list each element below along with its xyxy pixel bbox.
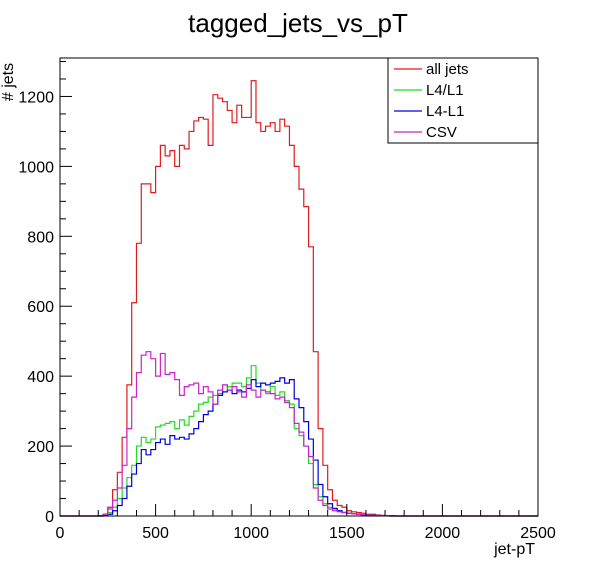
y-tick-label: 600 xyxy=(27,299,54,316)
y-tick-label: 1000 xyxy=(18,159,54,176)
axes: 0 500 1000 1500 2000 2500 0 200 400 600 800 1000 120… xyxy=(18,57,556,542)
x-axis-label: jet-pT xyxy=(493,541,535,558)
x-tick-label: 1500 xyxy=(329,525,365,542)
y-tick-label: 400 xyxy=(27,369,54,386)
y-axis-label: # jets xyxy=(0,63,17,101)
chart-title: tagged_jets_vs_pT xyxy=(188,8,408,38)
y-tick-label: 0 xyxy=(45,509,54,526)
y-tick-label: 800 xyxy=(27,229,54,246)
y-tick-label: 1200 xyxy=(18,89,54,106)
legend-label: L4/L1 xyxy=(426,82,464,99)
legend: all jets L4/L1 L4-L1 CSV xyxy=(387,57,539,144)
x-tick-label: 0 xyxy=(56,525,65,542)
x-tick-label: 2000 xyxy=(425,525,461,542)
series-1-histogram xyxy=(60,365,538,517)
legend-label: CSV xyxy=(426,124,457,141)
x-tick-label: 1000 xyxy=(233,525,269,542)
legend-box xyxy=(387,57,539,144)
y-tick-label: 200 xyxy=(27,439,54,456)
x-tick-label: 2500 xyxy=(520,525,556,542)
series-0-histogram xyxy=(60,80,538,517)
legend-label: all jets xyxy=(426,61,469,78)
plot-area xyxy=(60,80,538,517)
legend-label: L4-L1 xyxy=(426,103,464,120)
x-tick-label: 500 xyxy=(142,525,169,542)
plot-frame xyxy=(59,57,539,517)
